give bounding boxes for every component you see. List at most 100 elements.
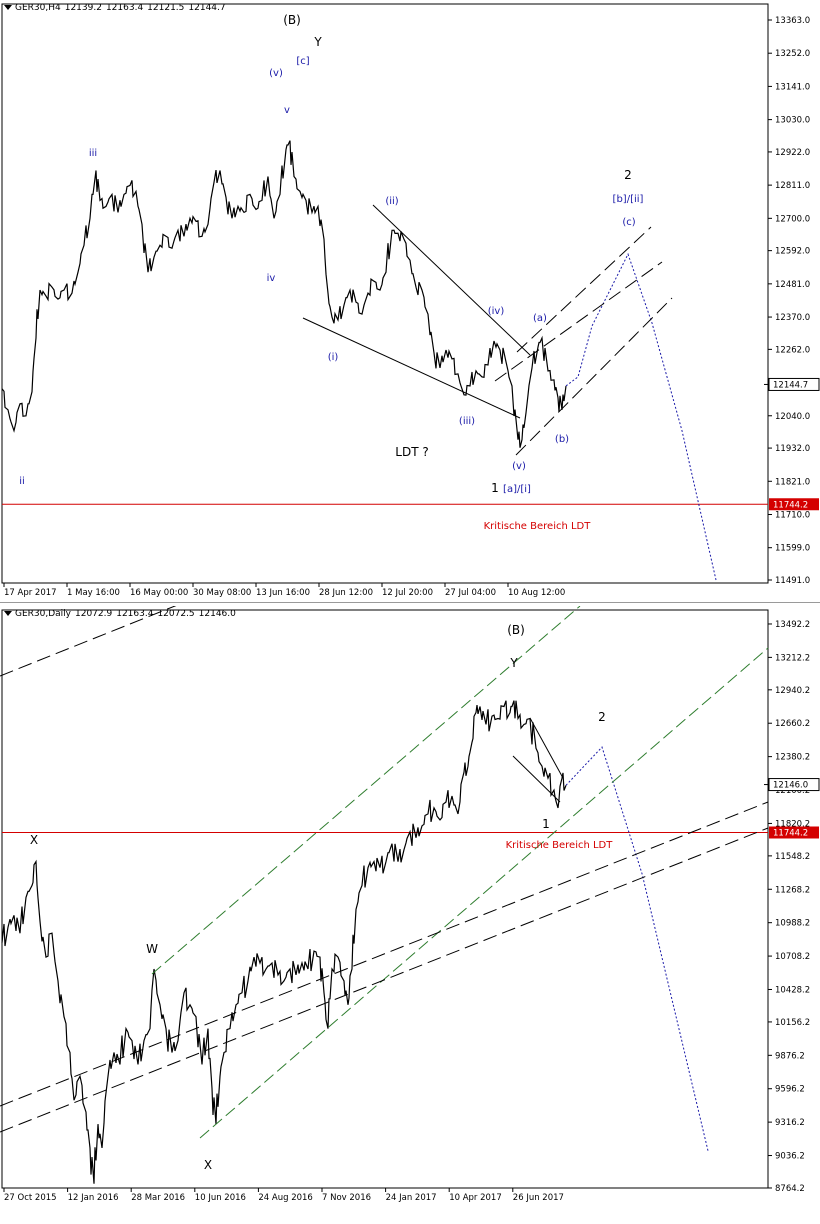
y-tick-label: 13492.2: [775, 620, 810, 630]
close-value: 12144.7: [188, 3, 226, 13]
wave-label-iv-paren: (iv): [488, 306, 505, 317]
x-tick-label: 10 Aug 12:00: [508, 588, 565, 598]
price-series: [1, 700, 567, 1184]
wave-label-iii: iii: [89, 148, 97, 159]
y-tick-label: 12370.0: [775, 313, 810, 323]
daily-wedge-upper: [529, 717, 564, 779]
wave-label-v-low: (v): [512, 461, 526, 472]
price-label: 12146.0: [773, 781, 808, 791]
y-tick-label: 13212.2: [775, 653, 810, 663]
symbol-label: GER30,H4: [15, 3, 61, 13]
x-tick-label: 7 Nov 2016: [322, 1193, 371, 1203]
y-tick-label: 9876.2: [775, 1051, 805, 1061]
y-tick-label: 11821.0: [775, 477, 810, 487]
plot-frame: [1, 609, 769, 1189]
x-tick-label: 27 Jul 04:00: [445, 588, 496, 598]
ldt-question-label: LDT ?: [395, 445, 428, 459]
wave-label-iii-paren: (iii): [459, 416, 475, 427]
wave-label-i-paren: (i): [328, 352, 339, 363]
wave-projection-line: [565, 252, 717, 581]
critical-zone-label: Kritische Bereich LDT: [506, 840, 614, 851]
key-level-badge: [769, 826, 819, 839]
y-tick-label: 13252.0: [775, 49, 810, 59]
x-tick-label: 26 Jun 2017: [513, 1193, 564, 1203]
wave-label-a-paren: (a): [533, 313, 547, 324]
low-value: 12072.5: [157, 609, 195, 619]
y-tick-label: 8764.2: [775, 1184, 805, 1194]
wave-label-B: (B): [507, 623, 525, 637]
y-tick-label: 11491.0: [775, 576, 810, 586]
wave-label-1: 1: [491, 481, 499, 495]
wave-label-b-paren: (b): [555, 434, 569, 445]
channel-lower-dashed: [515, 297, 673, 456]
y-tick-label: 10708.2: [775, 952, 810, 962]
price-series: [1, 140, 567, 448]
wave-label-W: W: [146, 942, 158, 956]
wave-label-ii: ii: [19, 476, 25, 487]
daily-wedge-lower: [512, 755, 561, 803]
chart-panel-h4[interactable]: GER30,H4 12139.2 12163.4 12121.5 12144.7 133…: [0, 0, 820, 602]
wave-label-c-paren: (c): [622, 217, 635, 228]
x-tick-label: 10 Apr 2017: [449, 1193, 502, 1203]
wave-label-Y: Y: [509, 656, 518, 670]
y-tick-label: 12940.2: [775, 686, 810, 696]
x-tick-label: 24 Aug 2016: [258, 1193, 312, 1203]
y-tick-label: 10428.2: [775, 985, 810, 995]
y-tick-label: 11820.2: [775, 819, 810, 829]
y-tick-label: 12700.0: [775, 214, 810, 224]
y-tick-label: 12811.0: [775, 181, 810, 191]
chart-menu-triangle-icon[interactable]: [4, 5, 12, 10]
channel-upper-dashed: [516, 226, 652, 353]
x-tick-label: 28 Jun 12:00: [319, 588, 373, 598]
chart-canvas-h4[interactable]: 13363.0 13252.0 13141.0 13030.0 12922.0 12811…: [0, 0, 820, 602]
wave-label-b-ii: [b]/[ii]: [613, 194, 644, 205]
panel-divider[interactable]: [0, 602, 820, 606]
x-tick-label: 12 Jan 2016: [68, 1193, 119, 1203]
key-level-label: 11744.2: [773, 500, 808, 510]
y-tick-label: 12262.0: [775, 345, 810, 355]
high-value: 12163.4: [116, 609, 154, 619]
y-tick-label: 12922.0: [775, 148, 810, 158]
wave-label-B: (B): [283, 13, 301, 27]
chart-header-h4: GER30,H4 12139.2 12163.4 12121.5 12144.7: [4, 3, 230, 13]
price-badge: [768, 778, 820, 792]
close-value: 12146.0: [198, 609, 236, 619]
price-label: 12144.7: [773, 380, 808, 390]
wave-label-ii-paren: (ii): [385, 196, 398, 207]
x-tick-label: 28 Mar 2016: [131, 1193, 185, 1203]
chart-menu-triangle-icon[interactable]: [4, 611, 12, 616]
y-tick-label: 11268.2: [775, 885, 810, 895]
green-channel-upper: [151, 606, 581, 975]
low-value: 12121.5: [147, 3, 185, 13]
upper-left-dashed: [0, 606, 177, 677]
key-level-badge: [769, 498, 819, 511]
wave-label-c: [c]: [296, 56, 309, 67]
y-tick-label: 10988.2: [775, 919, 810, 929]
wave-label-Y: Y: [313, 35, 322, 49]
y-tick-label: 13363.0: [775, 16, 810, 26]
wedge-lower-line: [302, 317, 521, 419]
long-dashed-1: [0, 801, 769, 1107]
x-tick-label: 17 Apr 2017: [4, 588, 57, 598]
high-value: 12163.4: [105, 3, 144, 13]
x-tick-label: 30 May 08:00: [193, 588, 251, 598]
y-tick-label: 11710.0: [775, 510, 810, 520]
chart-canvas-daily[interactable]: 13492.213212.212940.212660.212380.212100…: [0, 606, 820, 1224]
wave-label-1: 1: [542, 817, 550, 831]
chart-panel-daily[interactable]: GER30,Daily 12072.9 12163.4 12072.5 12146.0 …: [0, 606, 820, 1224]
y-tick-label: 13141.0: [775, 82, 810, 92]
x-tick-label: 13 Jun 16:00: [256, 588, 310, 598]
wave-label-a-i: [a]/[i]: [503, 484, 531, 495]
x-tick-label: 10 Jun 2016: [195, 1193, 246, 1203]
wave-label-v-paren: (v): [269, 68, 283, 79]
long-dashed-2: [0, 827, 769, 1133]
wave-label-iv: iv: [267, 273, 276, 284]
key-level-label: 11744.2: [773, 828, 808, 838]
wave-label-2: 2: [598, 710, 606, 724]
wave-label-2: 2: [624, 168, 632, 182]
y-tick-label: 11548.2: [775, 852, 810, 862]
x-tick-label: 12 Jul 20:00: [382, 588, 433, 598]
y-tick-label: 9316.2: [775, 1118, 805, 1128]
x-tick-label: 1 May 16:00: [67, 588, 120, 598]
x-tick-label: 27 Oct 2015: [4, 1193, 57, 1203]
